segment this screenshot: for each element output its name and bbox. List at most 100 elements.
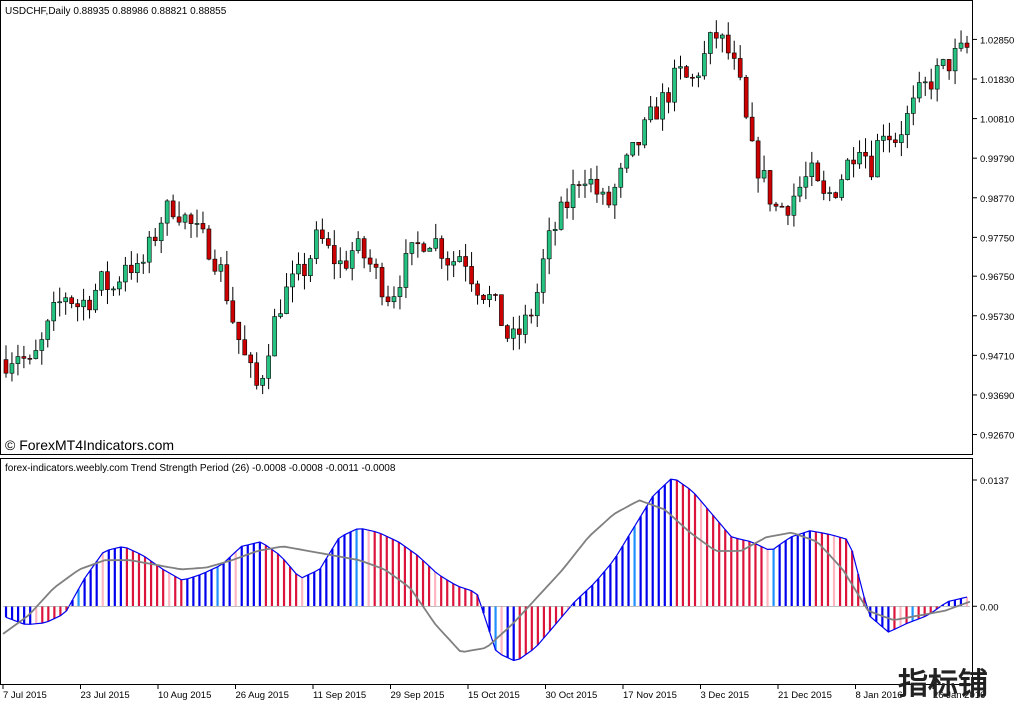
bull-candle [164,200,170,224]
bear-candle [564,201,570,208]
bear-candle [773,203,779,207]
bear-candle [893,139,898,143]
bull-candle [451,261,456,266]
bear-candle [415,242,421,245]
x-tick-label: 3 Dec 2015 [701,690,750,701]
bull-candle [123,264,128,283]
x-tick-label: 26 Jan 2016 [933,690,985,701]
bear-candle [731,52,737,59]
bear-candle [129,264,134,274]
bull-candle [260,377,265,386]
bear-candle [206,228,212,260]
bear-candle [594,178,600,195]
bull-candle [708,32,713,54]
bull-candle [296,263,301,275]
bull-candle [672,67,677,103]
bull-candle [558,201,564,230]
bull-candle [952,48,958,72]
bear-candle [170,200,176,218]
bull-candle [45,320,51,340]
bull-candle [284,286,289,314]
y-tick-label: 0.98770 [980,194,1014,205]
bear-candle [320,229,325,239]
bear-candle [743,77,749,118]
x-tick-label: 30 Oct 2015 [546,690,598,701]
bull-candle [355,238,361,251]
bear-candle [755,140,761,179]
bull-candle [15,356,21,364]
bear-candle [69,297,74,304]
bull-candle [618,167,624,188]
bear-candle [373,263,379,268]
bull-candle [857,151,862,165]
watermark: 指标铺 [898,667,988,702]
bull-candle [588,178,594,185]
bull-candle [934,65,940,90]
bear-candle [833,192,838,198]
bull-candle [391,296,397,303]
bull-candle [63,297,68,303]
bull-candle [761,170,767,179]
x-tick-label: 17 Nov 2015 [623,690,677,701]
bear-candle [863,151,868,157]
bull-candle [140,261,146,264]
price-panel-frame [0,0,973,455]
bull-candle [33,350,39,359]
bull-candle [809,162,815,177]
bear-candle [654,106,659,120]
bear-candle [576,184,582,186]
bull-candle [845,159,850,180]
bull-candle [397,287,403,297]
bear-candle [75,303,80,308]
bull-candle [278,313,283,317]
bull-candle [600,191,606,195]
bull-candle [719,34,725,39]
bull-candle [696,75,701,78]
bear-candle [367,257,373,265]
bear-candle [326,238,331,246]
x-tick-label: 15 Oct 2015 [468,690,520,701]
histogram-layer [3,478,970,662]
bear-candle [188,214,194,224]
bear-candle [27,358,33,360]
bull-candle [194,223,200,225]
signal-line [2,499,971,653]
bull-candle [81,299,86,308]
bear-candle [714,32,719,39]
bear-candle [815,162,821,182]
bull-candle [135,263,140,274]
bull-candle [803,176,809,188]
bear-candle [236,321,242,340]
bear-candle [767,170,773,205]
bull-candle [57,301,63,304]
bear-candle [21,356,27,359]
bull-candle [511,328,516,339]
x-tick-label: 23 Jul 2015 [81,690,130,701]
bull-candle [540,258,546,293]
bear-candle [242,339,248,356]
bear-candle [505,325,510,339]
bull-candle [308,258,313,277]
bear-candle [725,34,731,54]
bear-candle [463,256,468,267]
bull-candle [940,59,946,66]
x-tick-label: 11 Sep 2015 [313,690,366,701]
bull-candle [922,81,928,84]
bull-candle [427,247,433,252]
bear-candle [361,238,367,259]
bear-candle [469,266,474,285]
bear-candle [684,66,689,78]
y-tick-label: 0.97750 [980,233,1014,244]
bear-candle [248,354,254,364]
bear-candle [690,76,695,79]
bull-candle [349,250,355,269]
x-tick-label: 7 Jul 2015 [3,690,47,701]
y-tick-label: 0.95730 [980,312,1014,323]
bear-candle [200,223,206,230]
bear-candle [636,142,642,146]
bear-candle [385,296,391,303]
bull-candle [487,294,492,300]
bull-candle [9,363,15,374]
bull-candle [337,260,343,265]
bear-candle [475,283,480,296]
